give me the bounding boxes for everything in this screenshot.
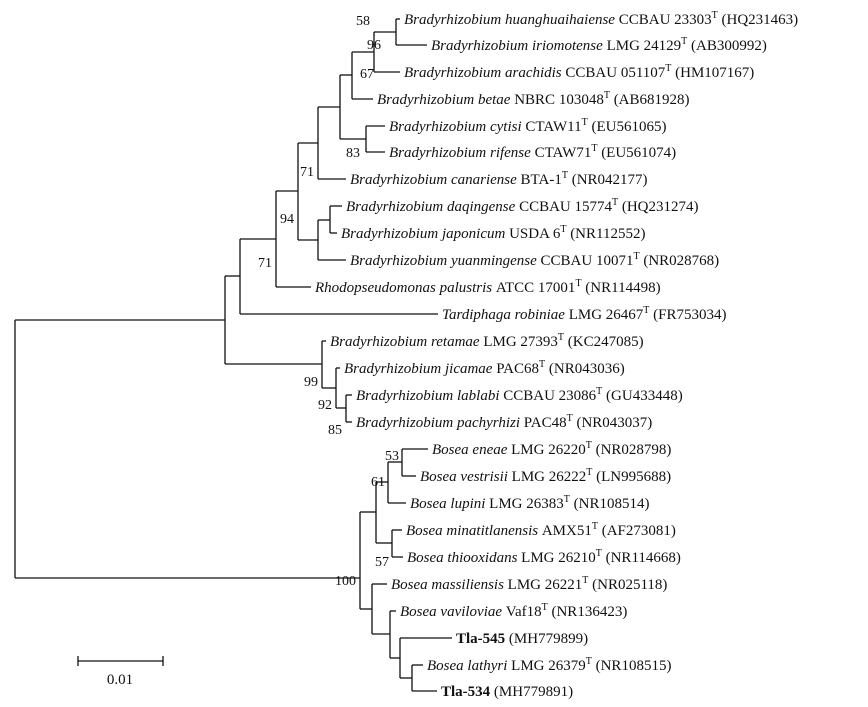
bootstrap-value: 61 <box>371 475 385 490</box>
bootstrap-value: 85 <box>328 423 342 438</box>
taxon-label: Bradyrhizobium daqingense CCBAU 15774T (… <box>346 197 699 215</box>
bootstrap-value: 94 <box>280 212 294 227</box>
bootstrap-value: 83 <box>346 146 360 161</box>
taxon-label: Bradyrhizobium arachidis CCBAU 051107T (… <box>404 63 754 81</box>
taxon-label: Bradyrhizobium betae NBRC 103048T (AB681… <box>377 90 690 108</box>
taxon-label: Bradyrhizobium japonicum USDA 6T (NR1125… <box>341 224 645 242</box>
bootstrap-value: 99 <box>304 375 318 390</box>
taxon-label: Bosea eneae LMG 26220T (NR028798) <box>432 440 671 458</box>
taxon-label: Bosea minatitlanensis AMX51T (AF273081) <box>406 521 676 539</box>
bootstrap-value: 58 <box>356 14 370 29</box>
taxon-label: Bradyrhizobium jicamae PAC68T (NR043036) <box>344 359 625 377</box>
bootstrap-value: 57 <box>375 555 389 570</box>
taxon-label: Bradyrhizobium lablabi CCBAU 23086T (GU4… <box>356 386 683 404</box>
bootstrap-value: 92 <box>318 398 332 413</box>
taxon-label: Bradyrhizobium retamae LMG 27393T (KC247… <box>330 332 644 350</box>
taxon-label: Rhodopseudomonas palustris ATCC 17001T (… <box>314 278 661 296</box>
taxon-label: Bradyrhizobium iriomotense LMG 24129T (A… <box>431 36 767 54</box>
bootstrap-value: 96 <box>367 38 381 53</box>
bootstrap-value: 67 <box>360 67 374 82</box>
scale-bar-label: 0.01 <box>107 672 133 688</box>
taxon-label: Tla-534 (MH779891) <box>441 684 573 700</box>
taxon-label: Bosea vaviloviae Vaf18T (NR136423) <box>400 602 627 620</box>
taxon-label: Bradyrhizobium canariense BTA-1T (NR0421… <box>350 170 648 188</box>
taxon-label: Bradyrhizobium cytisi CTAW11T (EU561065) <box>389 117 666 135</box>
taxon-label: Bosea massiliensis LMG 26221T (NR025118) <box>391 575 667 593</box>
taxon-label: Bradyrhizobium yuanmingense CCBAU 10071T… <box>350 251 719 269</box>
taxon-label: Bosea lathyri LMG 26379T (NR108515) <box>427 656 671 674</box>
taxon-label: Bosea lupini LMG 26383T (NR108514) <box>410 494 649 512</box>
bootstrap-value: 100 <box>335 574 356 589</box>
taxon-label: Bradyrhizobium pachyrhizi PAC48T (NR0430… <box>356 413 652 431</box>
taxon-label: Tla-545 (MH779899) <box>456 631 588 647</box>
taxon-label: Bosea thiooxidans LMG 26210T (NR114668) <box>407 548 681 566</box>
taxon-label: Tardiphaga robiniae LMG 26467T (FR753034… <box>442 305 726 323</box>
taxon-label: Bradyrhizobium rifense CTAW71T (EU561074… <box>389 143 676 161</box>
bootstrap-value: 71 <box>300 165 314 180</box>
taxon-label: Bradyrhizobium huanghuaihaiense CCBAU 23… <box>404 10 798 28</box>
bootstrap-value: 53 <box>385 449 399 464</box>
bootstrap-value: 71 <box>258 256 272 271</box>
taxon-label: Bosea vestrisii LMG 26222T (LN995688) <box>420 467 671 485</box>
